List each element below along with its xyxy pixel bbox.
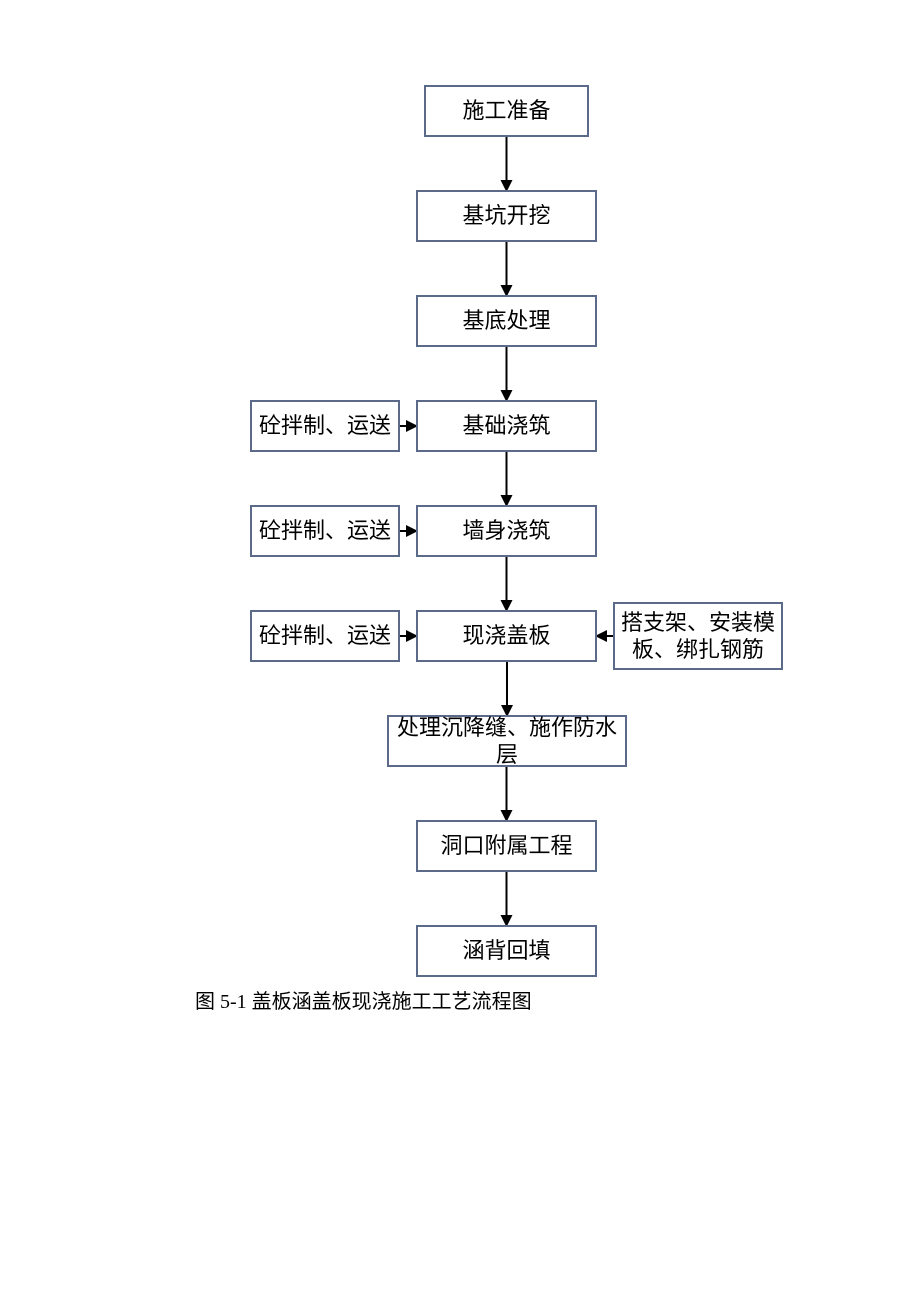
flow-node-n4: 基础浇筑: [416, 400, 597, 452]
flowchart-canvas: 施工准备基坑开挖基底处理基础浇筑墙身浇筑现浇盖板处理沉降缝、施作防水层洞口附属工…: [0, 0, 920, 1301]
flow-node-s6: 砼拌制、运送: [250, 610, 400, 662]
flow-node-n5: 墙身浇筑: [416, 505, 597, 557]
flow-node-s5: 砼拌制、运送: [250, 505, 400, 557]
flow-node-n3: 基底处理: [416, 295, 597, 347]
figure-caption: 图 5-1 盖板涵盖板现浇施工工艺流程图: [195, 985, 532, 1014]
flow-node-r6: 搭支架、安装模板、绑扎钢筋: [613, 602, 783, 670]
flow-node-n2: 基坑开挖: [416, 190, 597, 242]
flow-node-n1: 施工准备: [424, 85, 589, 137]
flow-node-n6: 现浇盖板: [416, 610, 597, 662]
flow-node-s4: 砼拌制、运送: [250, 400, 400, 452]
flow-node-n7: 处理沉降缝、施作防水层: [387, 715, 627, 767]
flow-node-n9: 涵背回填: [416, 925, 597, 977]
flow-node-n8: 洞口附属工程: [416, 820, 597, 872]
